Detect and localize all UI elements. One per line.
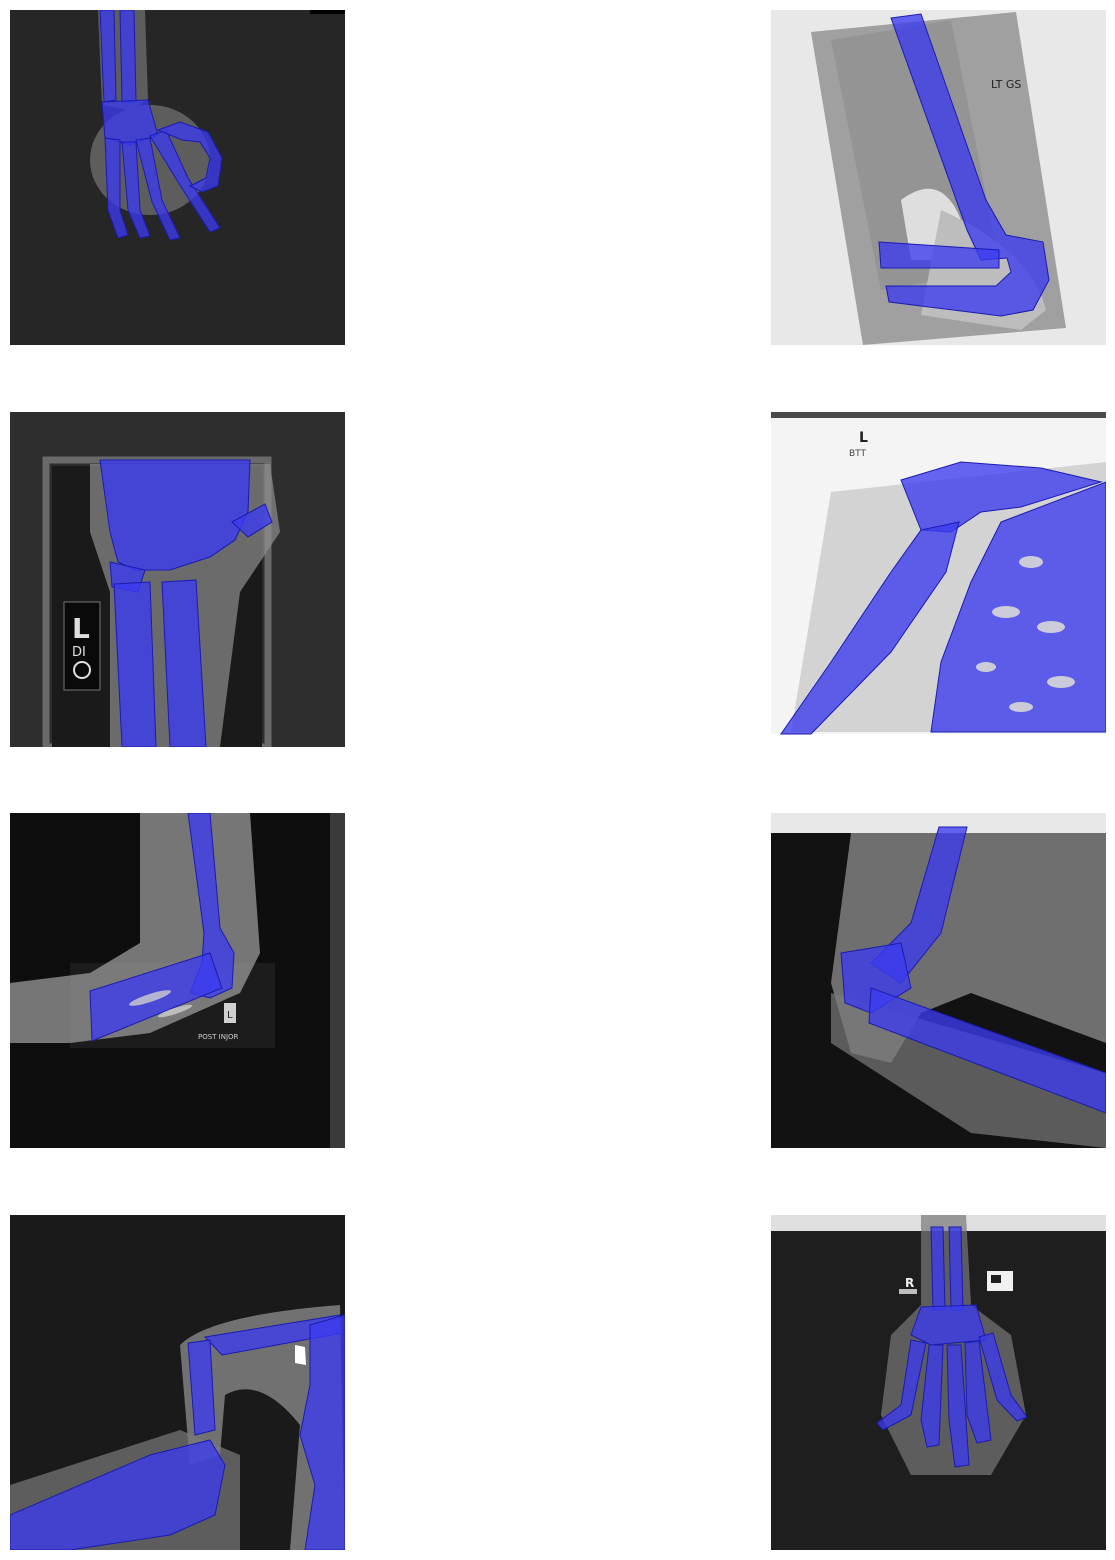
marker-text: DI bbox=[72, 645, 86, 660]
xray-shoulder-overlay-4: L BTT bbox=[771, 412, 1106, 747]
xray-wrist-overlay-3: L DI bbox=[10, 412, 345, 747]
xray-arm-overlay-7 bbox=[10, 1215, 345, 1550]
xray-hand-overlay-8: R bbox=[771, 1215, 1106, 1550]
marker-text: LT GS bbox=[991, 78, 1021, 91]
marker-text: POST INJOR bbox=[198, 1033, 239, 1041]
marker-text: L bbox=[227, 1010, 233, 1021]
marker-text: BTT bbox=[849, 449, 867, 459]
xray-elbow-overlay-5: L POST INJOR bbox=[10, 813, 345, 1148]
xray-elbow-overlay-6 bbox=[771, 813, 1106, 1148]
marker-text: R bbox=[905, 1276, 914, 1290]
marker-text: L bbox=[859, 430, 868, 446]
xray-hand-overlay-1 bbox=[10, 10, 345, 345]
marker-text: L bbox=[72, 612, 90, 645]
xray-elbow-overlay-2: LT GS bbox=[771, 10, 1106, 345]
